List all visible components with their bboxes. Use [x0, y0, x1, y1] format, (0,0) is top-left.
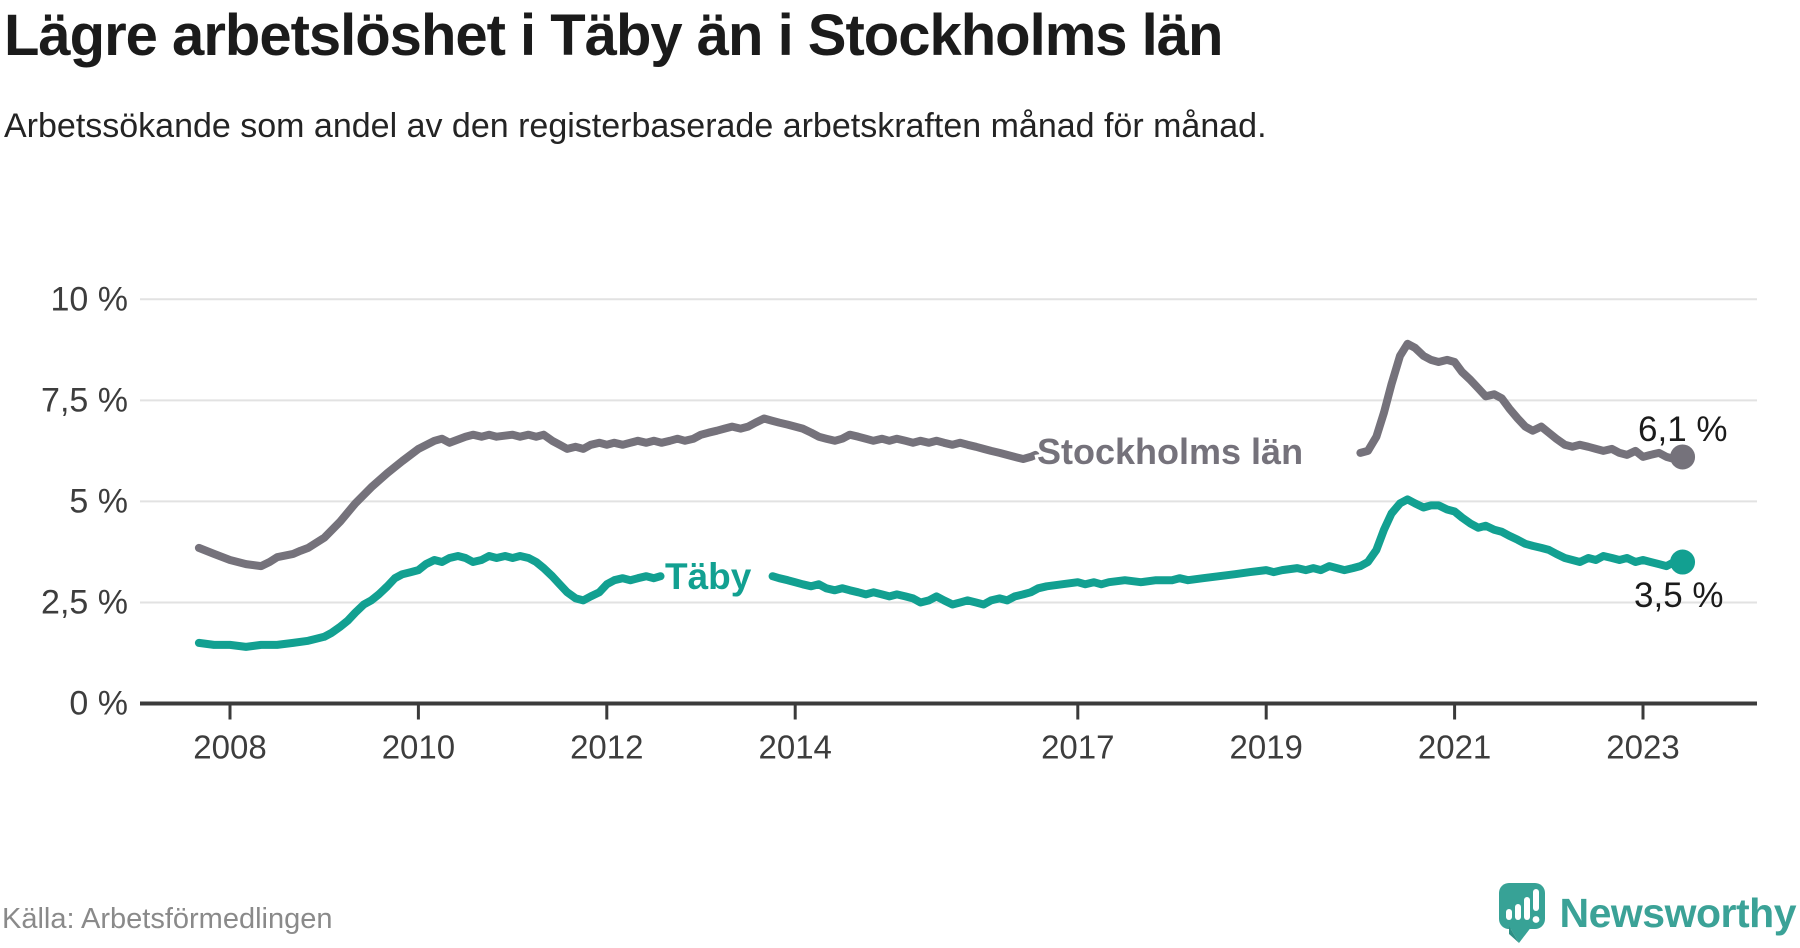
chart-subtitle: Arbetssökande som andel av den registerb…: [4, 107, 1267, 145]
series-end-dot-taby: [1670, 549, 1696, 575]
x-tick-label-2023: 2023: [1606, 729, 1679, 766]
series-line-taby-seg2: [768, 495, 1687, 609]
series-line-stockholms-lan-seg1: [194, 414, 1040, 571]
series-label-stockholms-lan: Stockholms län: [1037, 431, 1303, 472]
x-tick-label-2008: 2008: [193, 729, 266, 766]
chart-title: Lägre arbetslöshet i Täby än i Stockholm…: [4, 3, 1223, 68]
series-end-dot-stockholms-lan: [1670, 444, 1696, 470]
y-tick-label-0: 0 %: [69, 685, 128, 723]
x-tick-label-2010: 2010: [382, 729, 455, 766]
series-line-taby-seg1: [194, 552, 665, 651]
series-line-stockholms-lan-seg2: [1356, 339, 1687, 463]
x-tick-label-2019: 2019: [1229, 729, 1302, 766]
newsworthy-logo-icon: [1498, 883, 1545, 943]
y-tick-label-10: 10 %: [51, 280, 129, 318]
x-tick-label-2014: 2014: [758, 729, 831, 766]
newsworthy-logo: Newsworthy: [1498, 882, 1797, 944]
end-value-label-taby: 3,5 %: [1634, 576, 1724, 615]
x-tick-label-2017: 2017: [1041, 729, 1114, 766]
x-tick-label-2012: 2012: [570, 729, 643, 766]
y-tick-label-5: 5 %: [69, 482, 128, 520]
newsworthy-logo-text: Newsworthy: [1559, 889, 1797, 936]
source-note: Källa: Arbetsförmedlingen: [2, 903, 333, 935]
y-tick-label-7.5: 7,5 %: [41, 381, 128, 419]
y-tick-label-2.5: 2,5 %: [41, 583, 128, 621]
x-tick-label-2021: 2021: [1418, 729, 1491, 766]
series-label-taby: Täby: [665, 556, 752, 597]
end-value-label-stockholms-lan: 6,1 %: [1638, 410, 1728, 449]
